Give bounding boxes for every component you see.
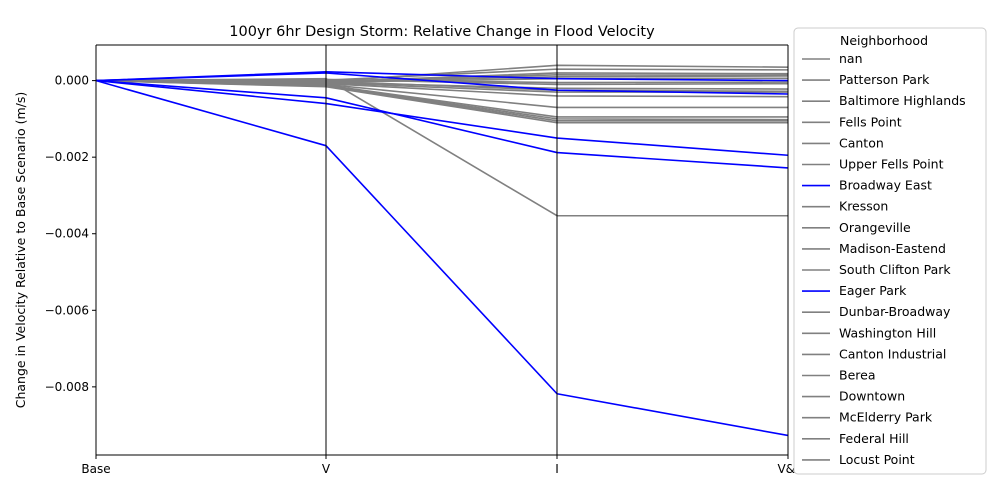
series-line-22 bbox=[96, 72, 788, 95]
legend-entry-17: McElderry Park bbox=[839, 410, 933, 425]
y-tick-label-1: −0.002 bbox=[45, 150, 89, 164]
legend-entry-16: Downtown bbox=[839, 389, 905, 404]
x-tick-label-0: Base bbox=[81, 462, 110, 476]
series-lines bbox=[96, 64, 788, 437]
chart-title: 100yr 6hr Design Storm: Relative Change … bbox=[229, 24, 655, 40]
legend-entry-2: Baltimore Highlands bbox=[839, 93, 966, 108]
legend-entry-15: Berea bbox=[839, 368, 875, 383]
legend-entry-4: Canton bbox=[839, 135, 884, 150]
legend-entry-8: Orangeville bbox=[839, 220, 911, 235]
legend-entry-12: Dunbar-Broadway bbox=[839, 304, 951, 319]
legend-entry-13: Washington Hill bbox=[839, 325, 936, 340]
legend-entry-0: nan bbox=[839, 51, 863, 66]
series-line-19 bbox=[96, 74, 788, 82]
legend-entry-1: Patterson Park bbox=[839, 72, 930, 87]
legend-entry-6: Broadway East bbox=[839, 178, 932, 193]
series-line-11 bbox=[96, 79, 788, 437]
legend-entry-18: Federal Hill bbox=[839, 431, 909, 446]
legend-entry-11: Eager Park bbox=[839, 283, 907, 298]
legend-entry-10: South Clifton Park bbox=[839, 262, 951, 277]
x-tick-label-2: I bbox=[555, 462, 559, 476]
y-tick-label-3: −0.006 bbox=[45, 303, 89, 317]
series-line-21 bbox=[96, 79, 788, 169]
legend: Neighborhood nan Patterson Park Baltimore H… bbox=[793, 27, 987, 475]
y-tick-label-4: −0.008 bbox=[45, 380, 89, 394]
legend-entry-19: Locust Point bbox=[839, 452, 915, 467]
legend-entry-7: Kresson bbox=[839, 199, 888, 214]
x-tick-label-1: V bbox=[322, 462, 331, 476]
y-axis-label: Change in Velocity Relative to Base Scen… bbox=[13, 92, 28, 409]
y-tick-label-2: −0.004 bbox=[45, 227, 89, 241]
x-tick-label-3: V&I bbox=[777, 462, 798, 476]
legend-box bbox=[793, 27, 987, 475]
legend-entry-14: Canton Industrial bbox=[839, 346, 946, 361]
legend-title: Neighborhood bbox=[840, 33, 928, 48]
legend-entry-9: Madison-Eastend bbox=[839, 241, 946, 256]
legend-entry-3: Fells Point bbox=[839, 114, 902, 129]
y-tick-label-0: 0.000 bbox=[55, 74, 89, 88]
series-line-6 bbox=[96, 79, 788, 157]
series-line-15 bbox=[96, 79, 788, 124]
axes: 0.000 −0.002 −0.004 −0.006 −0.008 Base V I V&I bbox=[45, 44, 799, 476]
legend-entry-5: Upper Fells Point bbox=[839, 157, 944, 172]
